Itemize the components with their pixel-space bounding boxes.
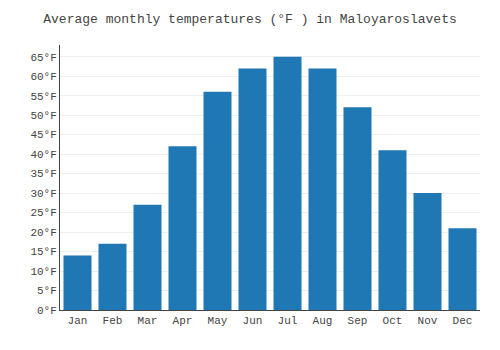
svg-text:Dec: Dec [453,315,473,327]
svg-text:30°F: 30°F [30,188,56,200]
svg-text:5°F: 5°F [37,285,57,297]
svg-text:Sep: Sep [348,315,368,327]
svg-text:Jul: Jul [278,315,298,327]
svg-text:Feb: Feb [103,315,123,327]
svg-text:35°F: 35°F [30,168,56,180]
svg-text:25°F: 25°F [30,207,56,219]
svg-text:10°F: 10°F [30,266,56,278]
svg-text:0°F: 0°F [37,305,57,317]
svg-text:45°F: 45°F [30,129,56,141]
svg-text:Aug: Aug [313,315,333,327]
svg-text:55°F: 55°F [30,91,56,103]
svg-text:65°F: 65°F [30,52,56,64]
svg-text:Apr: Apr [173,315,193,327]
svg-text:Jan: Jan [68,315,88,327]
svg-text:20°F: 20°F [30,227,56,239]
svg-text:Mar: Mar [138,315,158,327]
svg-text:15°F: 15°F [30,246,56,258]
svg-text:50°F: 50°F [30,110,56,122]
svg-text:Nov: Nov [418,315,438,327]
svg-text:60°F: 60°F [30,71,56,83]
svg-text:Oct: Oct [383,315,403,327]
svg-text:40°F: 40°F [30,149,56,161]
svg-text:Jun: Jun [243,315,263,327]
svg-text:May: May [208,315,228,327]
svg-text:Average monthly temperatures (: Average monthly temperatures (°F ) in Ma… [43,12,456,27]
